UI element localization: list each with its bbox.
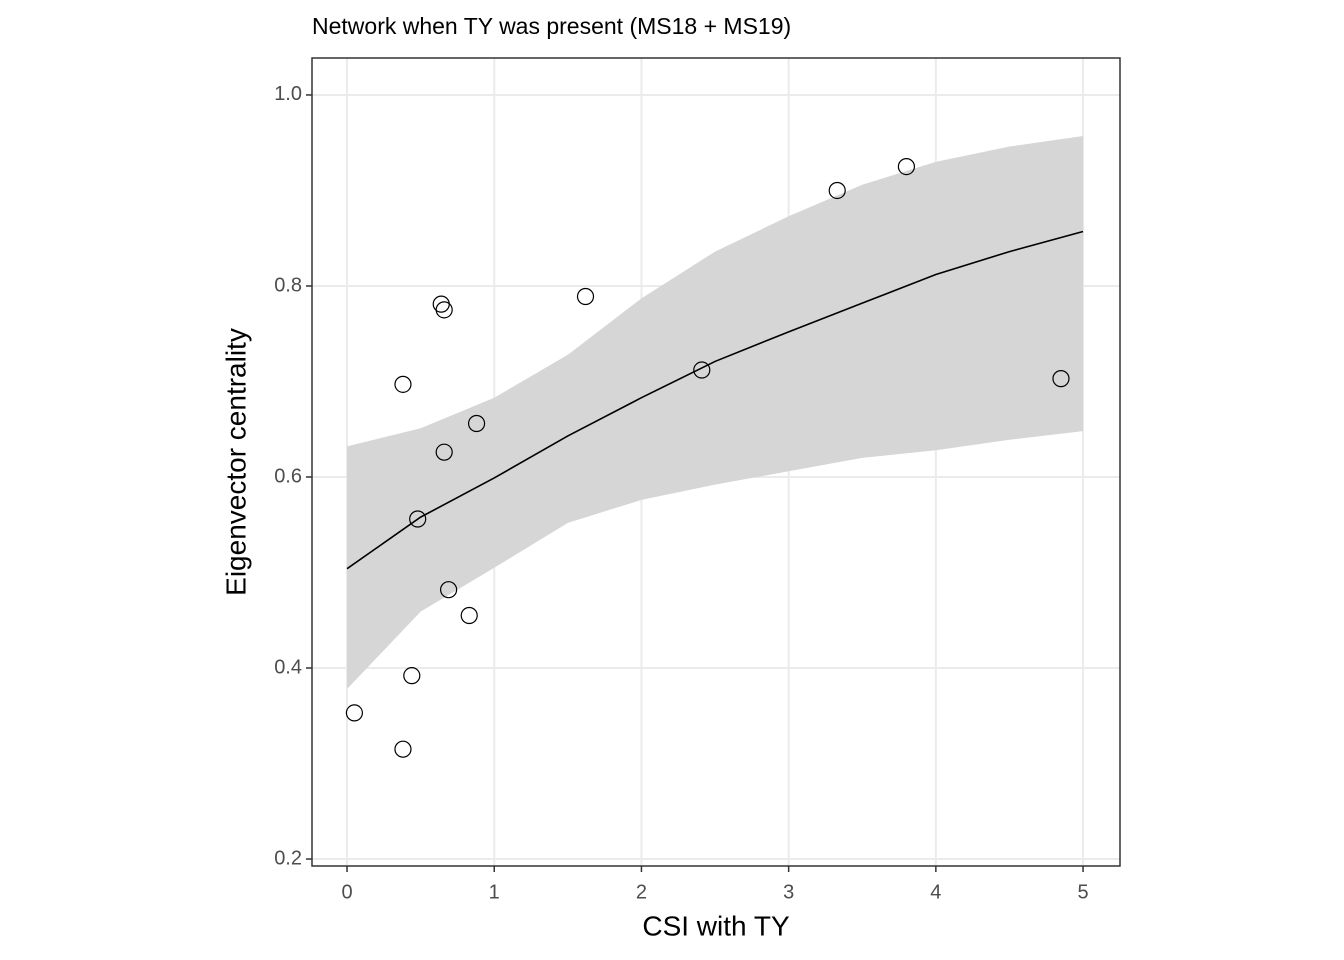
y-tick-label: 1.0 (274, 83, 302, 105)
x-tick-label: 0 (341, 881, 352, 903)
point (440, 581, 458, 599)
x-tick-label: 2 (636, 881, 647, 903)
x-axis-title: CSI with TY (642, 910, 790, 941)
y-tick-label: 0.8 (274, 274, 302, 296)
y-axis-title: Eigenvector centrality (220, 328, 251, 596)
point (435, 443, 453, 461)
x-tick-label: 3 (783, 881, 794, 903)
y-tick-label: 0.6 (274, 465, 302, 487)
point (409, 510, 427, 528)
point (394, 740, 412, 758)
point (394, 375, 412, 393)
point (897, 157, 916, 176)
y-tick-label: 0.2 (274, 847, 302, 869)
y-tick-label: 0.4 (274, 656, 302, 678)
point (576, 287, 595, 306)
chart-title: Network when TY was present (MS18 + MS19… (312, 13, 791, 39)
x-tick-label: 5 (1077, 881, 1088, 903)
point (828, 181, 846, 200)
point (1052, 370, 1070, 388)
panel-border (311, 57, 1121, 867)
smooth-line (346, 230, 1084, 570)
point (693, 361, 711, 379)
point (460, 606, 478, 625)
point (435, 301, 453, 319)
point (467, 414, 486, 433)
x-tick-label: 1 (489, 881, 500, 903)
point (403, 667, 421, 685)
point (345, 704, 363, 722)
confidence-band (347, 136, 1084, 690)
x-tick-label: 4 (930, 881, 941, 903)
